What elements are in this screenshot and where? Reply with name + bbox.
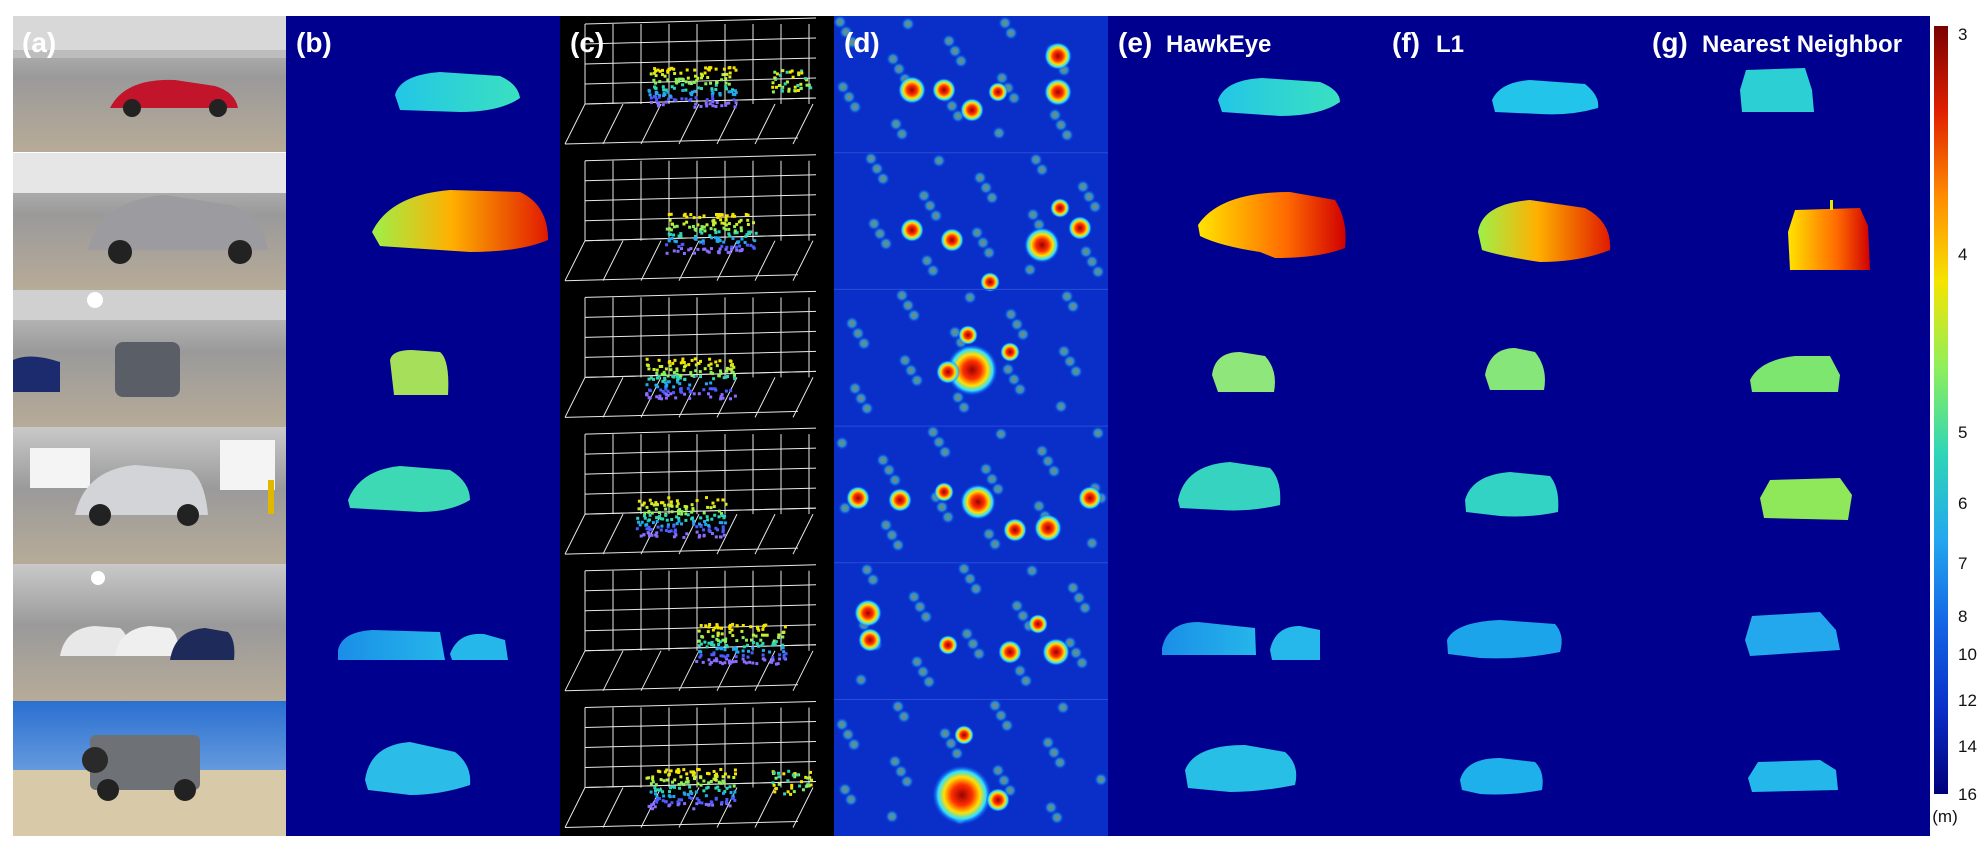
white-suv-shape [75, 465, 208, 515]
colorbar-ticks: 3 4 5 6 7 8 10 12 14 16 [1958, 25, 1977, 804]
label-g: (g) [1652, 27, 1688, 58]
title-g: Nearest Neighbor [1702, 31, 1902, 58]
red-car-shape [110, 79, 238, 108]
colorbar-tick-14: 14 [1958, 737, 1977, 756]
colorbar-tick-4: 4 [1958, 245, 1967, 264]
panel-a-photos [13, 16, 286, 836]
depth-car-f2 [1478, 200, 1611, 262]
colorbar-tick-3: 3 [1958, 25, 1967, 44]
depth-car-g2 [1788, 208, 1870, 270]
label-c: (c) [570, 27, 604, 58]
panel-g-nearest-neighbor [1656, 16, 1930, 836]
depth-car-e5b [1270, 626, 1320, 660]
depth-car-g5 [1745, 612, 1840, 656]
depth-car-f3 [1485, 348, 1545, 390]
panel-c-pointclouds [560, 16, 834, 836]
panel-d-heatmaps [833, 15, 1108, 836]
title-f: L1 [1436, 31, 1464, 58]
depth-car-f5 [1447, 620, 1562, 659]
photo-row-5 [13, 564, 286, 701]
depth-car-e3 [1212, 352, 1275, 392]
depth-car-b4 [348, 466, 470, 512]
depth-car-b5b [450, 633, 508, 660]
colorbar-bar [1934, 26, 1948, 794]
label-e: (e) [1118, 27, 1152, 58]
depth-car-b5a [338, 630, 445, 660]
depth-car-b2 [372, 190, 548, 252]
depth-car-e1 [1218, 78, 1340, 116]
colorbar-tick-10: 10 [1958, 645, 1977, 664]
photo-row-6 [13, 701, 286, 836]
depth-car-g4 [1760, 478, 1852, 520]
depth-car-f1 [1492, 80, 1599, 115]
depth-car-e6 [1185, 745, 1297, 792]
label-f: (f) [1392, 27, 1420, 58]
label-b: (b) [296, 27, 332, 58]
colorbar-unit: (m) [1932, 807, 1957, 826]
silver-car-shape [88, 195, 268, 250]
depth-car-b6 [365, 742, 471, 795]
depth-car-e2 [1198, 192, 1346, 258]
label-d: (d) [844, 27, 880, 58]
colorbar-tick-7: 7 [1958, 554, 1967, 573]
photo-row-4 [13, 427, 286, 564]
panel-e-hawkeye [1108, 16, 1382, 836]
colorbar-tick-12: 12 [1958, 691, 1977, 710]
panel-b-depth [286, 16, 560, 836]
dark-suv-shape [115, 342, 180, 397]
depth-car-g3 [1750, 356, 1840, 392]
title-e: HawkEye [1166, 31, 1271, 58]
depth-car-f4 [1465, 472, 1559, 517]
depth-car-e5a [1162, 622, 1256, 655]
depth-car-b3 [390, 350, 449, 395]
panel-f-l1 [1382, 16, 1656, 836]
colorbar: 3 4 5 6 7 8 10 12 14 16 (m) [1932, 25, 1977, 826]
depth-car-f6 [1460, 758, 1543, 795]
jeep-shape [90, 735, 200, 790]
photo-row-1 [13, 16, 286, 152]
depth-car-g6 [1748, 760, 1838, 792]
colorbar-tick-16: 16 [1958, 785, 1977, 804]
depth-car-b1 [395, 72, 520, 112]
colorbar-tick-8: 8 [1958, 607, 1967, 626]
colorbar-tick-6: 6 [1958, 494, 1967, 513]
colorbar-tick-5: 5 [1958, 423, 1967, 442]
photo-row-2 [13, 153, 286, 290]
panel-labels: (a) (b) (c) (d) (e) HawkEye (f) L1 (g) N… [22, 27, 1902, 58]
depth-car-e4 [1178, 462, 1281, 511]
photo-row-3 [13, 290, 286, 427]
label-a: (a) [22, 27, 56, 58]
depth-car-g1 [1740, 68, 1814, 112]
